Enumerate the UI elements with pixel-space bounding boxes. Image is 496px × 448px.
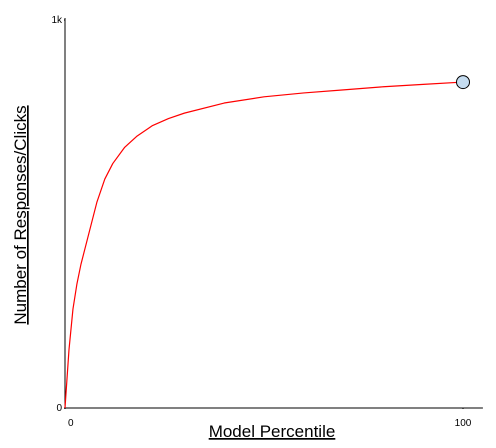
x-tick-label: 0 xyxy=(68,418,74,429)
end-marker xyxy=(456,75,470,90)
x-tick-label: 100 xyxy=(455,418,472,429)
y-tick-label: 1k xyxy=(51,15,63,26)
x-axis-title: Model Percentile xyxy=(209,422,336,441)
line xyxy=(64,81,464,409)
y-axis-title: Number of Responses/Clicks xyxy=(11,105,30,324)
y-tick-label: 0 xyxy=(56,403,62,414)
